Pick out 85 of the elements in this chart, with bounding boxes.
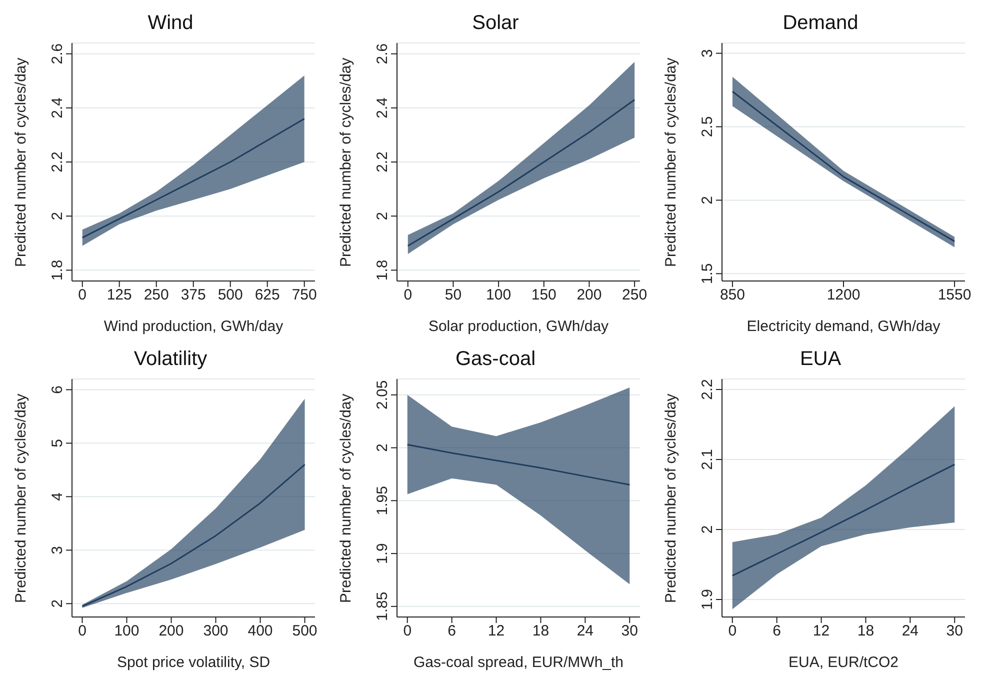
x-tick-label: 250 <box>144 286 169 304</box>
line-series <box>732 464 956 576</box>
x-axis-title: Electricity demand, GWh/day <box>746 318 941 335</box>
y-tick-label: 2.1 <box>699 449 716 470</box>
chart-title: EUA <box>798 347 842 372</box>
x-tick-label: 18 <box>532 622 550 640</box>
y-axis-title: Predicted number of cycles/day <box>337 393 354 603</box>
x-tick-label: 12 <box>488 622 505 640</box>
chart-title: Demand <box>782 11 860 36</box>
y-tick-label: 2.2 <box>699 379 716 400</box>
y-tick-label: 2 <box>699 196 716 204</box>
x-tick-label: 1550 <box>938 286 972 304</box>
y-tick-label: 2 <box>699 525 716 534</box>
x-tick-label: 750 <box>292 286 317 304</box>
y-tick-label: 2 <box>374 212 391 220</box>
chart-title: Wind <box>146 11 194 36</box>
x-tick-label: 6 <box>448 622 456 640</box>
line-series <box>406 444 630 486</box>
chart-title: Gas-coal <box>454 347 537 372</box>
line-series <box>81 464 306 608</box>
x-tick-label: 375 <box>180 286 206 304</box>
y-tick-label: 4 <box>49 492 66 501</box>
y-tick-label: 2 <box>49 599 66 608</box>
y-tick-label: 1.8 <box>49 260 66 281</box>
y-tick-label: 2.6 <box>49 43 66 64</box>
chart-title: Solar <box>471 11 520 36</box>
y-axis-title: Predicted number of cycles/day <box>662 393 680 603</box>
x-axis-title: Gas-coal spread, EUR/MWh_th <box>413 654 624 671</box>
y-tick-label: 1.9 <box>374 543 391 564</box>
chart-title: Volatility <box>132 347 208 372</box>
x-tick-label: 250 <box>622 286 648 304</box>
x-tick-label: 18 <box>857 622 874 640</box>
y-tick-label: 1.8 <box>374 260 391 281</box>
y-tick-label: 2.05 <box>374 380 391 410</box>
y-tick-label: 1.5 <box>699 263 716 284</box>
line-series <box>82 118 306 238</box>
x-tick-label: 625 <box>254 286 280 304</box>
y-tick-label: 1.85 <box>374 592 391 622</box>
x-axis-title: Spot price volatility, SD <box>116 654 270 671</box>
x-tick-label: 200 <box>158 622 184 640</box>
y-tick-label: 5 <box>49 439 66 448</box>
y-tick-label: 2 <box>374 444 391 452</box>
x-tick-label: 500 <box>292 622 318 640</box>
y-axis-title: Predicted number of cycles/day <box>12 57 30 267</box>
y-axis-title: Predicted number of cycles/day <box>12 393 30 603</box>
y-tick-label: 2.4 <box>49 97 66 118</box>
x-tick-label: 200 <box>576 286 602 304</box>
x-axis-title: Wind production, GWh/day <box>104 318 284 335</box>
y-axis-title: Predicted number of cycles/day <box>337 57 354 267</box>
x-tick-label: 24 <box>576 622 594 640</box>
x-tick-label: 50 <box>444 286 462 304</box>
x-tick-label: 0 <box>78 286 87 304</box>
x-tick-label: 0 <box>728 622 737 640</box>
y-tick-label: 2.5 <box>699 116 716 138</box>
y-tick-label: 2.2 <box>374 152 391 172</box>
y-tick-label: 1.95 <box>374 486 391 516</box>
x-tick-label: 125 <box>106 286 132 304</box>
y-axis-title: Predicted number of cycles/day <box>662 57 680 267</box>
x-tick-label: 500 <box>218 286 243 304</box>
x-tick-label: 30 <box>621 622 638 640</box>
y-tick-label: 1.9 <box>699 589 716 610</box>
line-series <box>407 99 636 247</box>
x-tick-label: 150 <box>531 286 556 304</box>
y-tick-label: 2.6 <box>374 43 391 64</box>
x-tick-label: 850 <box>720 286 745 304</box>
y-tick-label: 6 <box>49 386 66 394</box>
x-axis-title: Solar production, GWh/day <box>428 318 610 335</box>
x-tick-label: 30 <box>946 622 963 640</box>
x-tick-label: 24 <box>902 622 919 640</box>
x-tick-label: 6 <box>772 622 781 640</box>
x-tick-label: 12 <box>812 622 830 640</box>
y-tick-label: 3 <box>49 546 66 554</box>
x-tick-label: 1200 <box>826 286 860 304</box>
x-tick-label: 300 <box>203 622 228 640</box>
y-tick-label: 3 <box>699 49 716 58</box>
x-tick-label: 100 <box>486 286 512 304</box>
x-tick-label: 100 <box>114 622 140 640</box>
x-tick-label: 0 <box>404 286 412 304</box>
x-axis-title: EUA, EUR/tCO2 <box>788 654 899 671</box>
y-tick-label: 2 <box>49 212 66 220</box>
y-tick-label: 2.2 <box>49 152 66 172</box>
x-tick-label: 0 <box>403 622 412 640</box>
x-tick-label: 0 <box>78 622 86 640</box>
x-tick-label: 400 <box>248 622 273 640</box>
y-tick-label: 2.4 <box>374 97 391 118</box>
